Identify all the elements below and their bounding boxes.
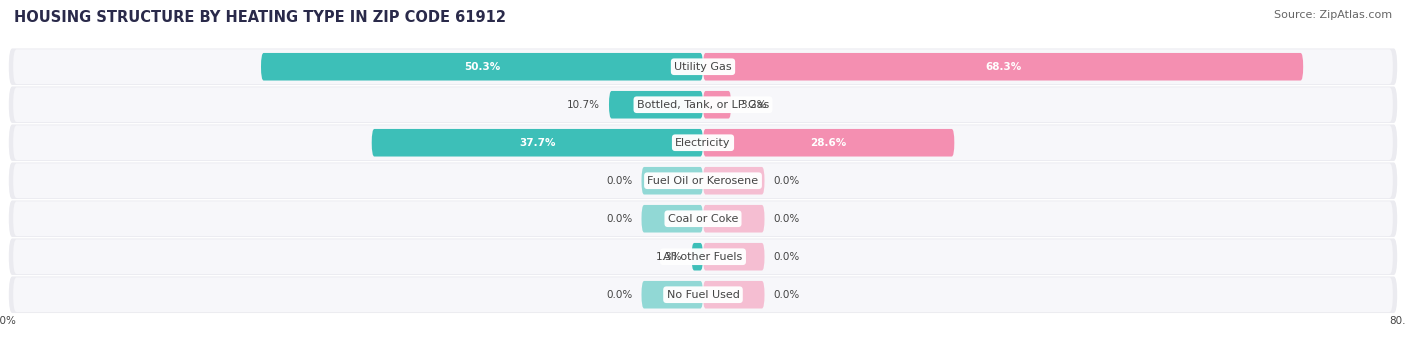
FancyBboxPatch shape: [8, 277, 1398, 313]
FancyBboxPatch shape: [13, 125, 1393, 160]
FancyBboxPatch shape: [641, 167, 703, 194]
FancyBboxPatch shape: [8, 48, 1398, 85]
Text: HOUSING STRUCTURE BY HEATING TYPE IN ZIP CODE 61912: HOUSING STRUCTURE BY HEATING TYPE IN ZIP…: [14, 10, 506, 25]
Text: Utility Gas: Utility Gas: [675, 62, 731, 72]
Text: 1.3%: 1.3%: [657, 252, 683, 262]
Text: All other Fuels: All other Fuels: [664, 252, 742, 262]
FancyBboxPatch shape: [13, 277, 1393, 312]
FancyBboxPatch shape: [8, 238, 1398, 275]
FancyBboxPatch shape: [8, 201, 1398, 237]
Text: Source: ZipAtlas.com: Source: ZipAtlas.com: [1274, 10, 1392, 20]
Text: Fuel Oil or Kerosene: Fuel Oil or Kerosene: [647, 176, 759, 186]
FancyBboxPatch shape: [703, 167, 765, 194]
FancyBboxPatch shape: [13, 239, 1393, 274]
FancyBboxPatch shape: [692, 243, 703, 270]
FancyBboxPatch shape: [641, 281, 703, 309]
Text: 0.0%: 0.0%: [773, 252, 800, 262]
FancyBboxPatch shape: [8, 86, 1398, 123]
Text: 37.7%: 37.7%: [519, 138, 555, 148]
FancyBboxPatch shape: [703, 53, 1303, 80]
FancyBboxPatch shape: [703, 91, 731, 119]
Text: 0.0%: 0.0%: [773, 214, 800, 224]
FancyBboxPatch shape: [703, 205, 765, 233]
Text: Bottled, Tank, or LP Gas: Bottled, Tank, or LP Gas: [637, 100, 769, 110]
FancyBboxPatch shape: [8, 124, 1398, 161]
FancyBboxPatch shape: [703, 281, 765, 309]
FancyBboxPatch shape: [641, 205, 703, 233]
FancyBboxPatch shape: [13, 163, 1393, 198]
Text: No Fuel Used: No Fuel Used: [666, 290, 740, 300]
FancyBboxPatch shape: [609, 91, 703, 119]
FancyBboxPatch shape: [703, 129, 955, 157]
FancyBboxPatch shape: [371, 129, 703, 157]
Text: 50.3%: 50.3%: [464, 62, 501, 72]
Text: 10.7%: 10.7%: [567, 100, 600, 110]
FancyBboxPatch shape: [13, 201, 1393, 236]
Text: 0.0%: 0.0%: [606, 176, 633, 186]
FancyBboxPatch shape: [703, 243, 765, 270]
FancyBboxPatch shape: [8, 162, 1398, 199]
Text: Electricity: Electricity: [675, 138, 731, 148]
Text: 0.0%: 0.0%: [773, 176, 800, 186]
Text: 68.3%: 68.3%: [986, 62, 1021, 72]
Text: 28.6%: 28.6%: [810, 138, 846, 148]
Text: 3.2%: 3.2%: [740, 100, 766, 110]
Text: 0.0%: 0.0%: [773, 290, 800, 300]
Text: Coal or Coke: Coal or Coke: [668, 214, 738, 224]
FancyBboxPatch shape: [13, 49, 1393, 84]
Text: 0.0%: 0.0%: [606, 214, 633, 224]
FancyBboxPatch shape: [262, 53, 703, 80]
Text: 0.0%: 0.0%: [606, 290, 633, 300]
FancyBboxPatch shape: [13, 87, 1393, 122]
